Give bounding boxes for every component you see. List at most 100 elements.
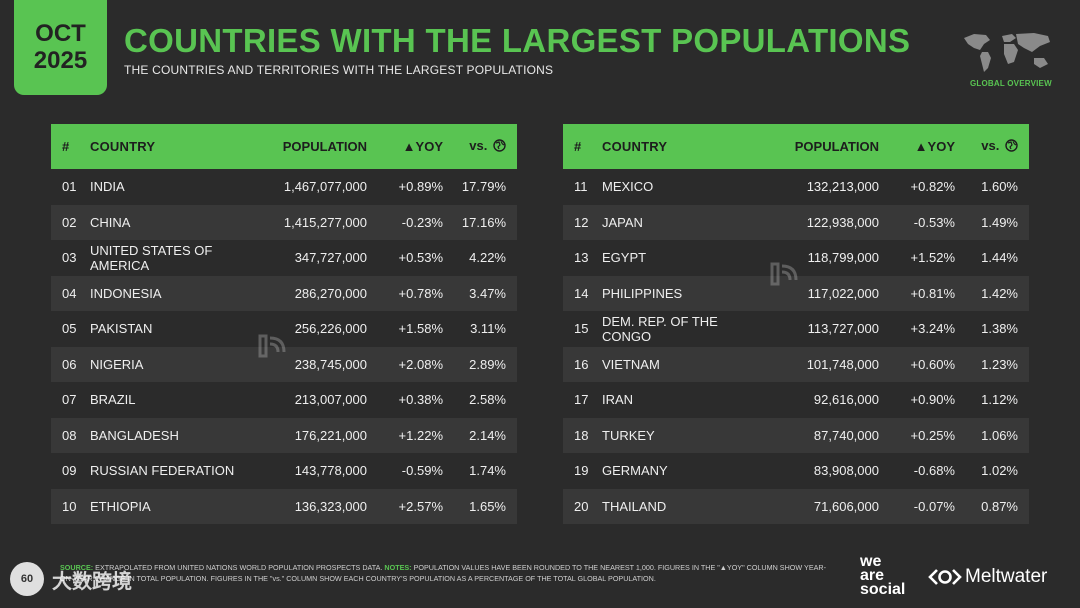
table-row: 16 VIETNAM 101,748,000 +0.60% 1.23% (563, 346, 1029, 382)
rank-cell: 08 (62, 427, 77, 443)
logo-line: social (860, 581, 906, 598)
yoy-cell: +1.58% (398, 321, 443, 337)
datareportal-pin-icon (768, 258, 802, 293)
yoy-cell: +1.52% (910, 250, 955, 266)
population-cell: 92,616,000 (813, 392, 879, 408)
share-cell: 1.44% (981, 250, 1018, 266)
population-cell: 213,007,000 (294, 392, 367, 408)
rank-cell: 13 (574, 250, 589, 266)
country-cell: JAPAN (602, 214, 643, 230)
population-cell: 113,727,000 (807, 321, 879, 337)
watermark-badge: 60 (10, 562, 44, 596)
population-cell: 256,226,000 (294, 321, 367, 337)
population-cell: 87,740,000 (813, 427, 879, 443)
yoy-cell: +0.25% (910, 427, 955, 443)
table-row: 01 INDIA 1,467,077,000 +0.89% 17.79% (51, 169, 517, 205)
globe-icon (1005, 139, 1018, 155)
logo-line: are (860, 567, 885, 584)
population-cell: 117,022,000 (807, 285, 879, 301)
share-cell: 0.87% (981, 498, 1018, 514)
population-cell: 101,748,000 (806, 356, 879, 372)
table-row: 04 INDONESIA 286,270,000 +0.78% 3.47% (51, 275, 517, 311)
table-row: 19 GERMANY 83,908,000 -0.68% 1.02% (563, 453, 1029, 489)
yoy-cell: +0.78% (398, 285, 443, 301)
we-are-social-logo: we are social (860, 553, 906, 598)
rank-cell: 12 (574, 214, 589, 230)
population-cell: 83,908,000 (813, 463, 879, 479)
datareportal-pin-icon (256, 330, 290, 365)
share-cell: 1.02% (981, 463, 1018, 479)
population-cell: 1,415,277,000 (283, 214, 367, 230)
population-cell: 143,778,000 (294, 463, 367, 479)
yoy-cell: +2.57% (398, 498, 443, 514)
yoy-cell: +0.60% (910, 356, 955, 372)
footer-notes: SOURCE: EXTRAPOLATED FROM UNITED NATIONS… (60, 562, 830, 584)
population-cell: 118,799,000 (807, 250, 879, 266)
share-cell: 3.47% (469, 285, 506, 301)
rank-cell: 14 (574, 285, 589, 301)
population-cell: 1,467,077,000 (283, 179, 367, 195)
table-row: 09 RUSSIAN FEDERATION 143,778,000 -0.59% 1.7… (51, 453, 517, 489)
world-map-icon (960, 28, 1056, 76)
population-cell: 176,221,000 (294, 427, 367, 443)
yoy-cell: +3.24% (910, 321, 955, 337)
rank-cell: 16 (574, 356, 589, 372)
share-cell: 1.74% (469, 463, 506, 479)
col-num-header: # (574, 139, 582, 154)
col-country-header: COUNTRY (90, 139, 156, 154)
population-table-left: # COUNTRY POPULATION ▲YOY vs. 01 INDIA 1,4… (51, 124, 517, 524)
col-country-header: COUNTRY (602, 139, 668, 154)
country-cell: CHINA (90, 214, 131, 230)
table-row: 14 PHILIPPINES 117,022,000 +0.81% 1.42% (563, 275, 1029, 311)
share-cell: 1.38% (981, 321, 1018, 337)
country-cell: TURKEY (602, 427, 655, 443)
table-header: # COUNTRY POPULATION ▲YOY vs. (563, 124, 1029, 169)
table-header: # COUNTRY POPULATION ▲YOY vs. (51, 124, 517, 169)
col-population-header: POPULATION (282, 139, 367, 154)
col-share-header: vs. (955, 138, 1029, 155)
rank-cell: 02 (62, 214, 77, 230)
rank-cell: 07 (62, 392, 77, 408)
country-cell: MEXICO (602, 179, 654, 195)
yoy-cell: +0.81% (910, 285, 955, 301)
share-cell: 2.58% (469, 392, 506, 408)
rank-cell: 09 (62, 463, 77, 479)
yoy-cell: -0.59% (401, 463, 443, 479)
source-key: SOURCE: (60, 563, 94, 572)
source-text: EXTRAPOLATED FROM UNITED NATIONS WORLD P… (95, 563, 383, 572)
watermark-text: 大数跨境 (52, 570, 132, 593)
country-cell: PAKISTAN (90, 321, 153, 337)
country-cell: UNITED STATES OF AMERICA (90, 242, 213, 273)
rank-cell: 03 (62, 250, 77, 266)
yoy-cell: +1.22% (398, 427, 443, 443)
watermark: 60 大数跨境 (10, 562, 132, 596)
yoy-cell: +0.90% (910, 392, 955, 408)
yoy-cell: +2.08% (398, 356, 443, 372)
table-row: 20 THAILAND 71,606,000 -0.07% 0.87% (563, 488, 1029, 524)
country-cell: GERMANY (602, 463, 668, 479)
table-row: 15 DEM. REP. OF THE CONGO 113,727,000 +3.24… (563, 311, 1029, 347)
rank-cell: 17 (574, 392, 589, 408)
yoy-cell: +0.53% (398, 250, 443, 266)
population-cell: 286,270,000 (294, 285, 367, 301)
country-cell: IRAN (602, 392, 634, 408)
table-body: 11 MEXICO 132,213,000 +0.82% 1.60% 12 JAPAN 122… (563, 169, 1029, 524)
yoy-cell: -0.68% (913, 463, 955, 479)
share-cell: 4.22% (469, 250, 506, 266)
rank-cell: 20 (574, 498, 589, 514)
notes-text: POPULATION VALUES HAVE BEEN ROUNDED TO T… (60, 563, 826, 583)
logo-line: we (860, 553, 882, 570)
population-cell: 71,606,000 (813, 498, 879, 514)
share-cell: 17.79% (461, 179, 506, 195)
table-row: 17 IRAN 92,616,000 +0.90% 1.12% (563, 382, 1029, 418)
table-row: 05 PAKISTAN 256,226,000 +1.58% 3.11% (51, 311, 517, 347)
rank-cell: 10 (62, 498, 77, 514)
country-cell: EGYPT (602, 250, 647, 266)
table-body: 01 INDIA 1,467,077,000 +0.89% 17.79% 02 CHINA 1… (51, 169, 517, 524)
country-cell: RUSSIAN FEDERATION (90, 463, 235, 479)
table-row: 12 JAPAN 122,938,000 -0.53% 1.49% (563, 204, 1029, 240)
col-yoy-header: ▲YOY (914, 139, 955, 154)
page-title: COUNTRIES WITH THE LARGEST POPULATIONS (124, 22, 911, 59)
yoy-cell: -0.07% (913, 498, 955, 514)
col-yoy-header: ▲YOY (402, 139, 443, 154)
